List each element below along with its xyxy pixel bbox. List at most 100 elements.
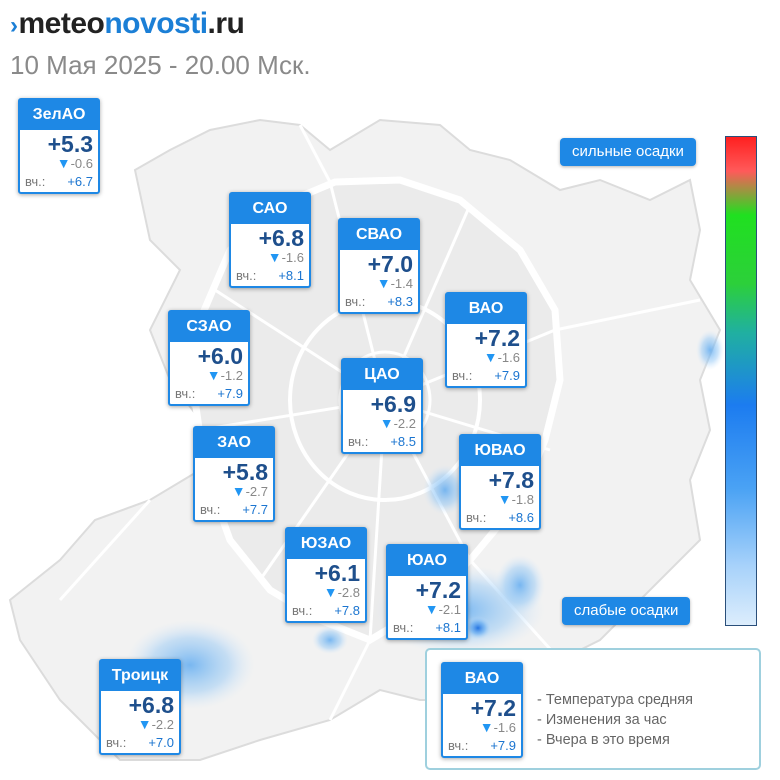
yesterday-value: +8.6 bbox=[508, 510, 534, 525]
temperature-average: +5.3 bbox=[47, 131, 93, 157]
down-arrow-icon: ▼ bbox=[137, 716, 152, 732]
down-arrow-icon: ▼ bbox=[323, 584, 338, 600]
district-card-svao: СВАО +7.0 ▼-1.4 вч.: +8.3 bbox=[338, 218, 420, 314]
legend-example-card: ВАО +7.2 ▼-1.6 вч.: +7.9 bbox=[441, 662, 523, 758]
district-card-troitsk: Троицк +6.8 ▼-2.2 вч.: +7.0 bbox=[99, 659, 181, 755]
down-arrow-icon: ▼ bbox=[424, 601, 439, 617]
temperature-change: ▼-1.4 bbox=[340, 276, 418, 292]
down-arrow-icon: ▼ bbox=[206, 367, 221, 383]
yesterday-row: вч.: +7.0 bbox=[106, 736, 174, 750]
yesterday-label: вч.: bbox=[348, 434, 369, 449]
legend-line-average: - Температура средняя bbox=[537, 692, 693, 708]
district-name: ВАО bbox=[447, 294, 525, 324]
temperature-average: +6.1 bbox=[314, 560, 360, 586]
change-value: -2.1 bbox=[438, 602, 461, 617]
temperature-change: ▼-2.7 bbox=[195, 483, 273, 500]
change-value: -1.6 bbox=[493, 720, 516, 735]
temperature-average: +7.8 bbox=[488, 467, 534, 493]
yesterday-label: вч.: bbox=[292, 603, 313, 618]
district-name: ВАО bbox=[443, 664, 521, 694]
down-arrow-icon: ▼ bbox=[56, 155, 71, 171]
temperature-change: ▼-1.2 bbox=[170, 367, 248, 384]
temperature-average: +7.0 bbox=[367, 251, 413, 277]
yesterday-label: вч.: bbox=[200, 502, 221, 517]
district-name: ЗелАО bbox=[20, 100, 98, 130]
logo-text-meteo: meteo bbox=[18, 7, 105, 40]
down-arrow-icon: ▼ bbox=[231, 483, 246, 499]
yesterday-label: вч.: bbox=[452, 368, 473, 383]
yesterday-value: +7.9 bbox=[490, 738, 516, 753]
rain-area-southeast bbox=[495, 555, 545, 615]
legend-descriptions: - Температура средняя - Изменения за час… bbox=[537, 690, 693, 750]
logo-text-domain: .ru bbox=[207, 7, 245, 40]
yesterday-value: +8.1 bbox=[278, 268, 304, 283]
district-name: САО bbox=[231, 194, 309, 224]
change-value: -2.7 bbox=[245, 484, 268, 499]
weak-precipitation-label: слабые осадки bbox=[562, 597, 691, 625]
change-value: -1.6 bbox=[497, 350, 520, 365]
temperature-change: ▼-2.8 bbox=[287, 584, 365, 601]
temperature-average: +7.2 bbox=[474, 325, 520, 351]
temperature-change: ▼-2.2 bbox=[101, 716, 179, 733]
rain-area-south-small bbox=[312, 626, 348, 654]
strong-precipitation-label: сильные осадки bbox=[560, 138, 696, 166]
yesterday-value: +8.1 bbox=[435, 620, 461, 635]
yesterday-value: +7.9 bbox=[494, 368, 520, 383]
yesterday-row: вч.: +8.1 bbox=[393, 621, 461, 635]
yesterday-row: вч.: +7.9 bbox=[448, 739, 516, 753]
rain-area-east bbox=[423, 465, 467, 515]
district-card-sao: САО +6.8 ▼-1.6 вч.: +8.1 bbox=[229, 192, 311, 288]
change-value: -1.2 bbox=[220, 368, 243, 383]
logo-text-novosti: novosti bbox=[104, 7, 208, 40]
rain-core-south bbox=[464, 616, 492, 640]
district-card-yuvao: ЮВАО +7.8 ▼-1.8 вч.: +8.6 bbox=[459, 434, 541, 530]
district-name: СВАО bbox=[340, 220, 418, 250]
district-name: ЮАО bbox=[388, 546, 466, 576]
down-arrow-icon: ▼ bbox=[379, 415, 394, 431]
temperature-change: ▼-1.6 bbox=[443, 719, 521, 736]
district-name: ЮВАО bbox=[461, 436, 539, 466]
temperature-average: +7.2 bbox=[415, 577, 461, 603]
change-value: -0.6 bbox=[70, 156, 93, 171]
district-name: ЮЗАО bbox=[287, 529, 365, 559]
district-name: СЗАО bbox=[170, 312, 248, 342]
district-card-cao: ЦАО +6.9 ▼-2.2 вч.: +8.5 bbox=[341, 358, 423, 454]
yesterday-label: вч.: bbox=[106, 735, 127, 750]
temperature-change: ▼-2.1 bbox=[388, 601, 466, 618]
yesterday-row: вч.: +8.6 bbox=[466, 511, 534, 525]
site-logo: ›meteonovosti.ru bbox=[10, 6, 245, 44]
yesterday-row: вч.: +8.3 bbox=[345, 295, 413, 309]
district-card-yuzao: ЮЗАО +6.1 ▼-2.8 вч.: +7.8 bbox=[285, 527, 367, 623]
temperature-average: +6.0 bbox=[197, 343, 243, 369]
district-name: ЗАО bbox=[195, 428, 273, 458]
district-name: ЦАО bbox=[343, 360, 421, 390]
down-arrow-icon: ▼ bbox=[479, 719, 494, 735]
yesterday-value: +7.8 bbox=[334, 603, 360, 618]
logo-mark-icon: › bbox=[10, 12, 18, 39]
yesterday-value: +8.5 bbox=[390, 434, 416, 449]
yesterday-label: вч.: bbox=[175, 386, 196, 401]
precipitation-scale bbox=[725, 136, 757, 626]
yesterday-value: +8.3 bbox=[387, 294, 413, 309]
yesterday-row: вч.: +6.7 bbox=[25, 175, 93, 189]
temperature-change: ▼-1.6 bbox=[231, 249, 309, 266]
temperature-change: ▼-2.2 bbox=[343, 415, 421, 432]
legend-line-change: - Изменения за час bbox=[537, 712, 667, 728]
yesterday-row: вч.: +7.9 bbox=[175, 387, 243, 401]
change-value: -2.8 bbox=[337, 585, 360, 600]
temperature-average: +6.8 bbox=[258, 225, 304, 251]
temperature-change: ▼-0.6 bbox=[20, 155, 98, 172]
temperature-average: +5.8 bbox=[222, 459, 268, 485]
yesterday-label: вч.: bbox=[345, 294, 366, 309]
district-card-szao: СЗАО +6.0 ▼-1.2 вч.: +7.9 bbox=[168, 310, 250, 406]
district-card-vao: ВАО +7.2 ▼-1.6 вч.: +7.9 bbox=[445, 292, 527, 388]
yesterday-value: +7.9 bbox=[217, 386, 243, 401]
yesterday-row: вч.: +7.8 bbox=[292, 604, 360, 618]
yesterday-row: вч.: +7.9 bbox=[452, 369, 520, 383]
temperature-change: ▼-1.6 bbox=[447, 350, 525, 366]
down-arrow-icon: ▼ bbox=[497, 491, 512, 507]
district-card-yuao: ЮАО +7.2 ▼-2.1 вч.: +8.1 bbox=[386, 544, 468, 640]
down-arrow-icon: ▼ bbox=[267, 249, 282, 265]
yesterday-label: вч.: bbox=[466, 510, 487, 525]
change-value: -2.2 bbox=[393, 416, 416, 431]
